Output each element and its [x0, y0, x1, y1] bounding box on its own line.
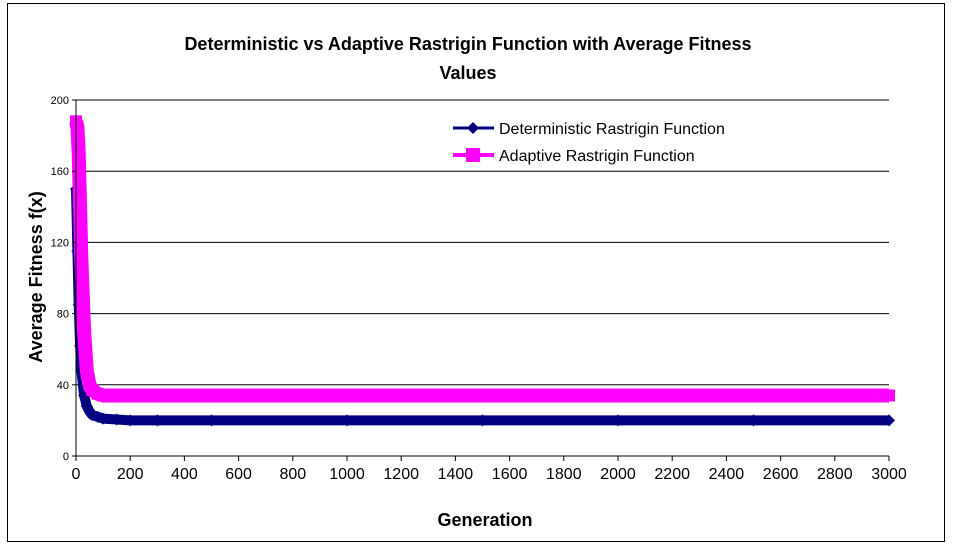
y-tick-label: 160: [51, 166, 69, 178]
x-tick-label: 2800: [817, 466, 853, 483]
data-point: [110, 413, 123, 426]
legend-item: Adaptive Rastrigin Function: [453, 148, 695, 165]
data-point: [747, 389, 760, 402]
series-line: [69, 119, 889, 403]
legend-label: Deterministic Rastrigin Function: [499, 121, 725, 138]
axes: [72, 99, 890, 461]
chart-title-line1: Deterministic vs Adaptive Rastrigin Func…: [184, 34, 751, 54]
x-axis-title: Generation: [437, 510, 532, 530]
x-tick-label: 1400: [438, 466, 474, 483]
data-point: [205, 389, 218, 402]
chart-frame: [7, 3, 945, 542]
data-point: [74, 200, 87, 213]
data-point: [205, 414, 218, 427]
series-line: [71, 188, 889, 426]
series-group: [69, 115, 895, 427]
legend-label: Adaptive Rastrigin Function: [499, 148, 695, 165]
y-tick-label: 120: [51, 237, 69, 249]
x-tick-label: 1800: [546, 466, 582, 483]
data-point: [747, 414, 760, 427]
data-point: [78, 325, 91, 338]
x-tick-label: 400: [171, 466, 198, 483]
data-point: [883, 389, 895, 402]
data-point: [124, 389, 137, 402]
x-tick-label: 1000: [329, 466, 365, 483]
legend: Deterministic Rastrigin Function Adaptive…: [453, 121, 725, 165]
x-tick-label: 800: [279, 466, 306, 483]
series-square: [69, 115, 895, 403]
data-point: [75, 254, 88, 267]
x-tick-label: 3000: [871, 466, 907, 483]
x-tick-label: 200: [117, 466, 144, 483]
x-tick-label: 1600: [492, 466, 528, 483]
data-point: [97, 389, 110, 402]
data-point: [612, 389, 624, 402]
legend-item: Deterministic Rastrigin Function: [453, 121, 725, 138]
data-point: [612, 414, 624, 427]
gridlines: [76, 99, 889, 386]
data-point: [71, 120, 84, 133]
data-point: [341, 414, 353, 427]
chart-title-line2: Values: [439, 63, 496, 83]
data-point: [341, 389, 353, 402]
data-point: [97, 412, 110, 425]
x-tick-label: 2400: [709, 466, 745, 483]
y-tick-label: 200: [51, 95, 69, 107]
data-point: [124, 414, 137, 427]
data-point: [476, 414, 489, 427]
data-point: [151, 389, 164, 402]
y-tick-label: 80: [57, 309, 69, 321]
x-tick-label: 600: [225, 466, 252, 483]
x-tick-label: 2000: [600, 466, 636, 483]
x-tick-label: 2200: [654, 466, 690, 483]
y-tick-label: 40: [57, 380, 69, 392]
data-point: [476, 389, 489, 402]
data-point: [151, 414, 164, 427]
data-point: [72, 147, 85, 160]
legend-marker: [467, 122, 479, 134]
x-tick-label: 1200: [383, 466, 419, 483]
y-axis-title: Average Fitness f(x): [26, 191, 46, 362]
x-tick-label: 0: [72, 466, 81, 483]
legend-marker: [466, 148, 480, 162]
data-point: [80, 364, 93, 377]
y-tick-label: 0: [63, 451, 69, 463]
data-point: [883, 414, 895, 427]
x-tick-label: 2600: [763, 466, 799, 483]
data-point: [110, 389, 123, 402]
